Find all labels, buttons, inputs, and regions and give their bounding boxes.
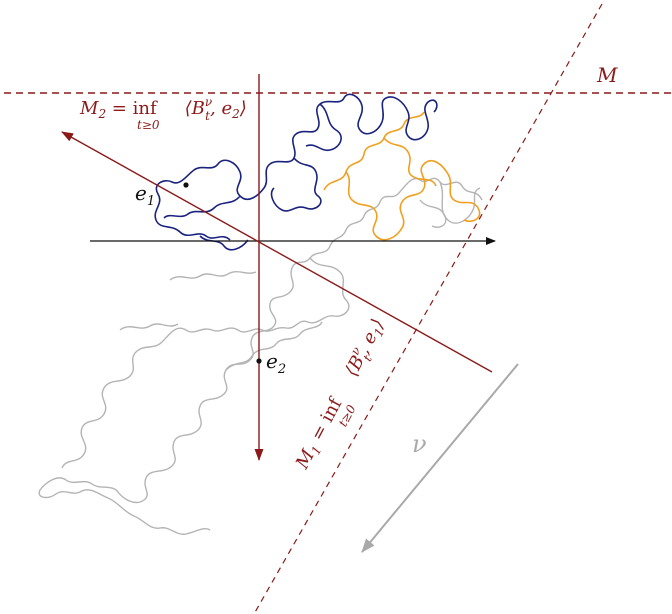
nu-arrow bbox=[361, 363, 519, 553]
e1-point bbox=[183, 182, 189, 188]
diagonal-axis bbox=[61, 131, 493, 373]
gray-brownian-branch bbox=[61, 257, 350, 469]
blue-brownian-path bbox=[154, 93, 438, 251]
svg-text:t≥0: t≥0 bbox=[137, 118, 160, 132]
gray-brownian-path bbox=[38, 177, 483, 535]
label-e2: e2 bbox=[266, 349, 286, 377]
label-M: M bbox=[596, 63, 618, 87]
svg-text:M1 = inf⟨Bνt, e1⟩: M1 = inf⟨Bνt, e1⟩ bbox=[289, 314, 392, 475]
gray-brownian-branch-2 bbox=[119, 271, 323, 371]
svg-text:M2 = inf⟨Bνt, e2⟩: M2 = inf ⟨Bν t, e2⟩ bbox=[79, 95, 247, 123]
gray-brownian-tail bbox=[419, 181, 481, 228]
label-M2-formula: M2 = inf ⟨Bν t, e2⟩ t≥0 bbox=[79, 95, 247, 132]
dashed-diagonal-line bbox=[253, 3, 603, 614]
orange-brownian-path bbox=[323, 111, 481, 241]
e2-point bbox=[256, 358, 262, 364]
label-e1: e1 bbox=[135, 181, 155, 209]
label-nu: ν bbox=[412, 430, 427, 458]
